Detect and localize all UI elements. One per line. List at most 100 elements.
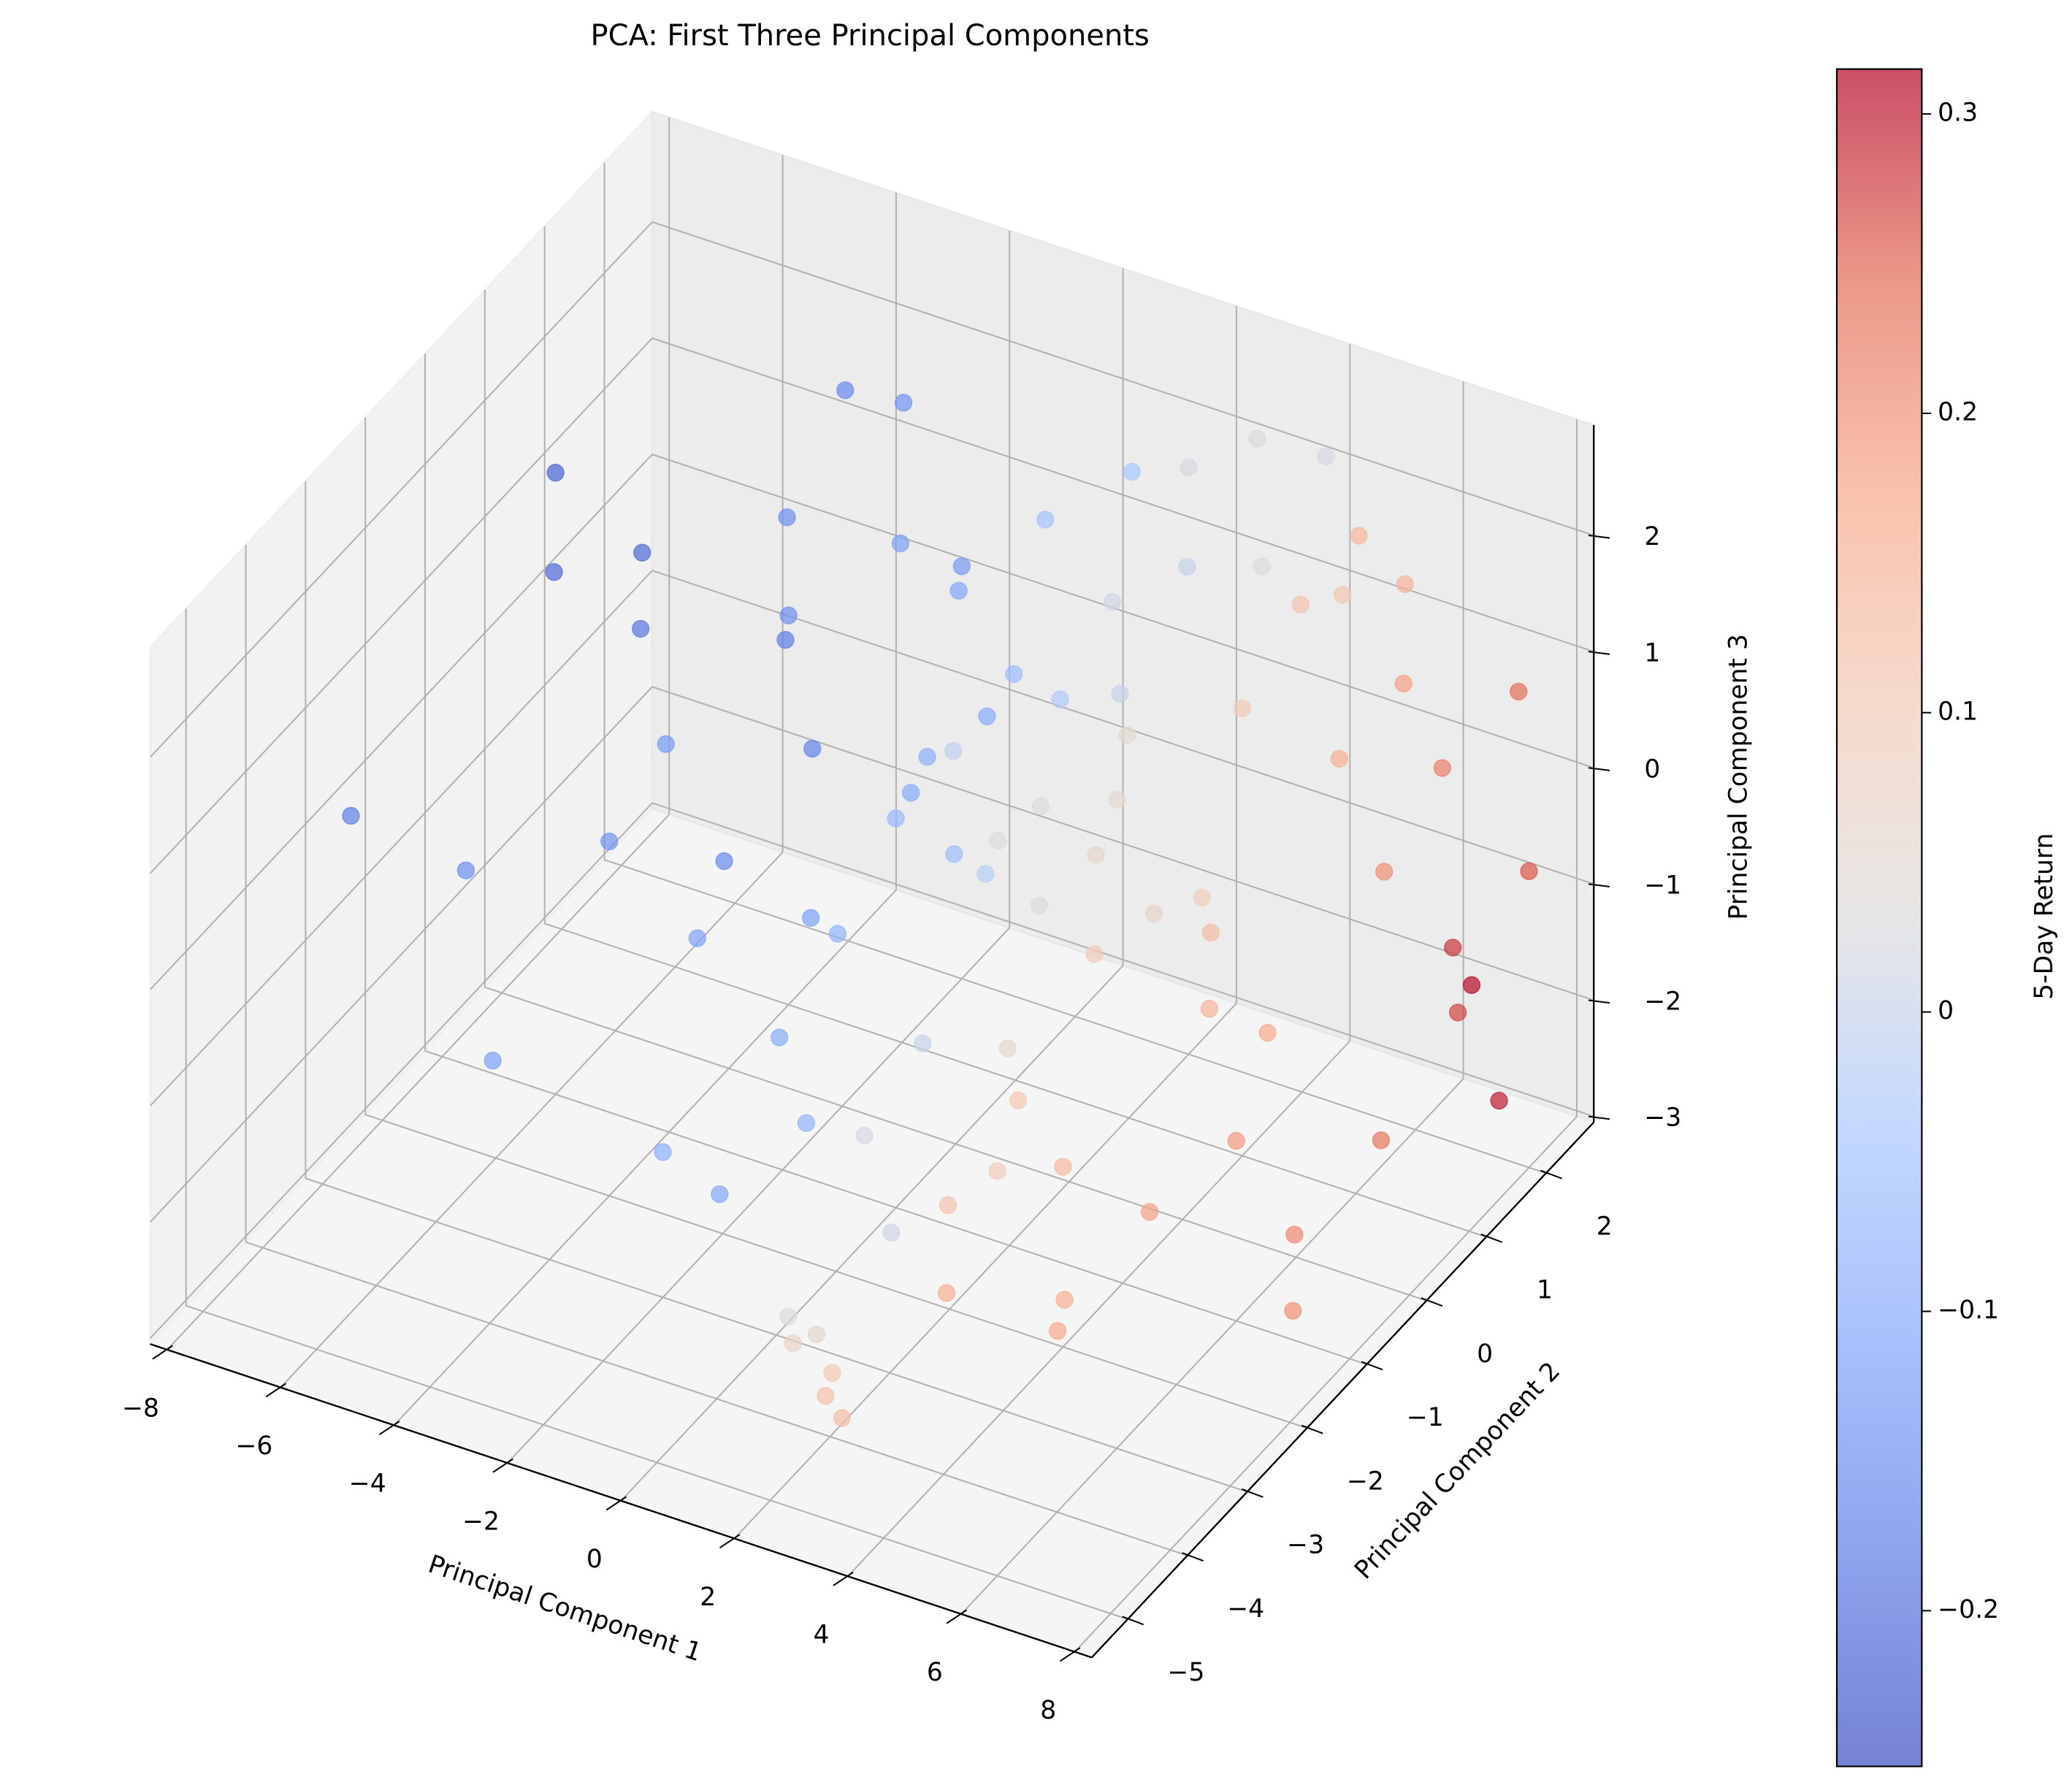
x-tick — [152, 1345, 173, 1360]
point — [1201, 923, 1220, 942]
point — [784, 1334, 803, 1353]
point — [823, 1364, 841, 1382]
z-tick-label: 0 — [1644, 754, 1660, 784]
y-tick-label: 2 — [1597, 1212, 1613, 1241]
z-tick — [1588, 883, 1610, 887]
x-tick — [1060, 1647, 1081, 1662]
z-grid-back — [651, 570, 1594, 885]
point — [1462, 976, 1481, 994]
point — [1140, 1203, 1159, 1221]
z-grid-left — [149, 686, 653, 1223]
x-tick-label: 4 — [814, 1621, 830, 1650]
x-grid-floor — [1074, 1116, 1578, 1653]
y-tick — [1301, 1424, 1323, 1434]
point — [1054, 1158, 1072, 1176]
colorbar-tick-label: 0.3 — [1938, 99, 1978, 128]
point — [1443, 939, 1462, 957]
point — [1030, 896, 1049, 915]
y-tick-label: −3 — [1287, 1531, 1324, 1560]
point — [952, 557, 971, 576]
x-grid-floor — [167, 814, 670, 1350]
y-tick — [1480, 1233, 1503, 1243]
y-tick-label: 1 — [1537, 1276, 1553, 1305]
z-grid-left — [149, 454, 653, 990]
point — [855, 1126, 873, 1144]
x-tick-label: 8 — [1040, 1696, 1056, 1725]
point — [1227, 1131, 1245, 1150]
y-grid-floor — [245, 1241, 1188, 1556]
colorbar-label: 5-Day Return — [2030, 833, 2059, 1000]
z-tick — [1588, 651, 1610, 655]
point — [1193, 888, 1211, 907]
z-tick — [1588, 999, 1610, 1004]
x-tick-label: 2 — [700, 1583, 716, 1612]
y-grid-floor — [484, 986, 1427, 1302]
point — [988, 1162, 1006, 1180]
point — [998, 1039, 1017, 1058]
point — [1396, 575, 1415, 593]
y-tick-label: 0 — [1477, 1340, 1493, 1369]
point — [633, 543, 651, 562]
point — [1253, 557, 1271, 576]
point — [711, 1185, 729, 1204]
x-tick — [946, 1609, 968, 1624]
point — [1087, 846, 1105, 864]
point — [631, 619, 650, 638]
z-tick-label: 2 — [1644, 522, 1660, 551]
chart-title: PCA: First Three Principal Components — [591, 19, 1150, 53]
point — [807, 1325, 825, 1343]
point — [779, 1307, 798, 1326]
point — [1394, 674, 1412, 693]
x-grid-floor — [620, 965, 1124, 1502]
point — [776, 630, 795, 649]
point — [657, 735, 676, 753]
x-tick-label: 0 — [586, 1545, 603, 1574]
x-tick-label: −8 — [122, 1394, 159, 1423]
point — [801, 909, 820, 927]
point — [342, 806, 360, 825]
x-tick-label: −2 — [462, 1507, 500, 1536]
point — [546, 463, 565, 482]
point — [1111, 684, 1129, 703]
point — [817, 1386, 835, 1405]
y-axis-line — [1091, 1121, 1595, 1659]
y-tick-label: −5 — [1168, 1658, 1205, 1687]
point — [1180, 458, 1198, 477]
point — [1233, 699, 1252, 718]
x-tick — [265, 1383, 287, 1398]
z-tick-label: −1 — [1644, 871, 1681, 900]
point — [945, 845, 963, 863]
point — [1490, 1091, 1508, 1110]
z-grid-back — [651, 337, 1594, 653]
point — [894, 394, 913, 412]
x-tick — [719, 1534, 741, 1549]
point — [1200, 999, 1219, 1018]
x-tick-label: −4 — [349, 1470, 386, 1499]
x-tick — [492, 1458, 513, 1473]
point — [1350, 527, 1368, 545]
y-grid-floor — [424, 1050, 1367, 1365]
x-grid-floor — [393, 889, 897, 1426]
point — [1055, 1291, 1074, 1309]
point — [882, 1223, 901, 1242]
x-axis-label: Principal Component 1 — [424, 1550, 705, 1668]
point — [1048, 1322, 1067, 1340]
z-grid-left — [149, 802, 653, 1339]
point — [989, 831, 1007, 850]
z-grid-left — [149, 570, 653, 1107]
y-tick — [1361, 1361, 1383, 1371]
point — [1520, 862, 1538, 881]
y-grid-floor — [305, 1177, 1247, 1493]
point — [1085, 945, 1104, 963]
x-tick — [379, 1421, 400, 1435]
point — [833, 1409, 852, 1427]
y-tick-label: −4 — [1227, 1594, 1264, 1624]
colorbar-tick-label: 0.1 — [1938, 697, 1978, 726]
point — [836, 381, 855, 400]
z-tick-label: 1 — [1644, 638, 1660, 668]
point — [1330, 749, 1349, 768]
point — [976, 865, 995, 883]
point — [1031, 797, 1050, 816]
